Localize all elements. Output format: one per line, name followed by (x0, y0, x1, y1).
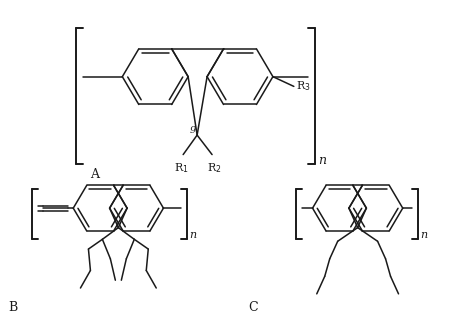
Text: n: n (189, 230, 196, 240)
Text: R$_2$: R$_2$ (207, 161, 221, 175)
Text: R$_1$: R$_1$ (174, 161, 189, 175)
Text: 9: 9 (190, 126, 196, 135)
Text: n: n (318, 154, 326, 167)
Text: B: B (9, 301, 18, 314)
Text: R$_3$: R$_3$ (296, 80, 310, 93)
Text: n: n (420, 230, 428, 240)
Text: A: A (91, 168, 100, 181)
Text: C: C (248, 301, 257, 314)
